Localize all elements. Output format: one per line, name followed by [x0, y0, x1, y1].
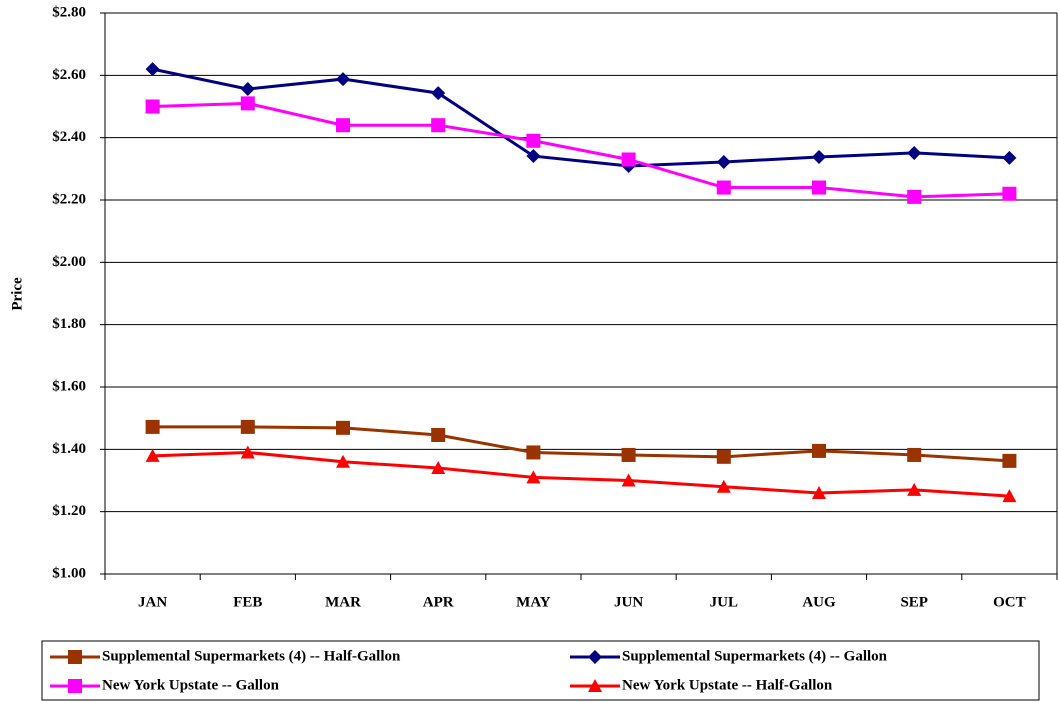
series-line	[152, 101, 1010, 199]
data-point	[621, 473, 636, 487]
data-point	[336, 72, 350, 87]
x-tick-label: MAY	[516, 594, 551, 610]
data-point	[145, 62, 160, 77]
y-tick-label: $1.60	[52, 378, 86, 394]
y-tick-label: $2.00	[52, 254, 86, 270]
y-tick-label: $1.80	[52, 316, 86, 332]
data-point	[240, 445, 255, 459]
data-point	[716, 154, 731, 169]
data-point	[1002, 150, 1017, 165]
x-tick-label: OCT	[993, 594, 1026, 610]
y-axis-label: Price	[9, 277, 25, 311]
data-point	[431, 86, 446, 101]
data-point	[431, 461, 446, 475]
data-point	[716, 479, 731, 493]
data-point	[145, 419, 160, 434]
data-point	[812, 180, 826, 195]
data-point	[1002, 186, 1017, 201]
x-tick-label: JAN	[138, 594, 167, 610]
data-point	[907, 189, 922, 204]
data-point	[336, 420, 350, 435]
legend-label: New York Upstate -- Gallon	[102, 677, 280, 693]
x-tick-label: APR	[423, 594, 454, 610]
data-point	[621, 152, 636, 167]
data-point	[907, 145, 922, 160]
data-point	[336, 118, 350, 133]
data-point	[145, 99, 160, 114]
y-tick-label: $1.00	[52, 565, 86, 581]
x-tick-label: FEB	[233, 594, 262, 610]
legend-marker	[68, 650, 82, 664]
y-tick-label: $2.40	[52, 129, 86, 145]
data-point	[526, 445, 541, 460]
x-tick-label: MAR	[325, 594, 361, 610]
y-tick-label: $2.20	[52, 191, 86, 207]
data-point	[145, 448, 160, 462]
y-tick-label: $1.40	[52, 441, 86, 457]
legend-label: Supplemental Supermarkets (4) -- Half-Ga…	[102, 648, 401, 664]
x-tick-label: JUL	[710, 594, 738, 610]
data-point	[526, 149, 541, 164]
data-point	[526, 133, 541, 148]
series-line	[152, 450, 1010, 498]
x-tick-label: SEP	[900, 594, 928, 610]
data-point	[240, 419, 255, 434]
data-point	[812, 485, 826, 499]
data-point	[336, 454, 350, 468]
data-point	[1002, 489, 1017, 503]
legend-box	[41, 640, 1040, 701]
data-point	[1002, 453, 1017, 468]
y-tick-label: $1.20	[52, 503, 86, 519]
data-point	[431, 427, 446, 442]
legend-marker	[588, 679, 602, 692]
legend-marker	[68, 679, 82, 693]
data-point	[431, 118, 446, 133]
x-tick-label: JUN	[614, 594, 643, 610]
data-point	[526, 470, 541, 484]
data-point	[240, 96, 255, 111]
series-line	[152, 425, 1010, 463]
data-point	[812, 443, 826, 458]
data-point	[621, 447, 636, 462]
y-tick-label: $2.80	[52, 4, 86, 20]
legend-label: New York Upstate -- Half-Gallon	[622, 677, 833, 693]
x-tick-label: AUG	[802, 594, 836, 610]
series-line	[152, 67, 1010, 168]
data-point	[812, 149, 826, 164]
data-point	[907, 482, 922, 496]
y-tick-label: $2.60	[52, 67, 86, 83]
data-point	[716, 180, 731, 195]
legend-marker	[588, 650, 602, 664]
data-point	[907, 447, 922, 462]
data-point	[716, 449, 731, 464]
legend-label: Supplemental Supermarkets (4) -- Gallon	[622, 648, 888, 664]
data-point	[240, 82, 255, 97]
